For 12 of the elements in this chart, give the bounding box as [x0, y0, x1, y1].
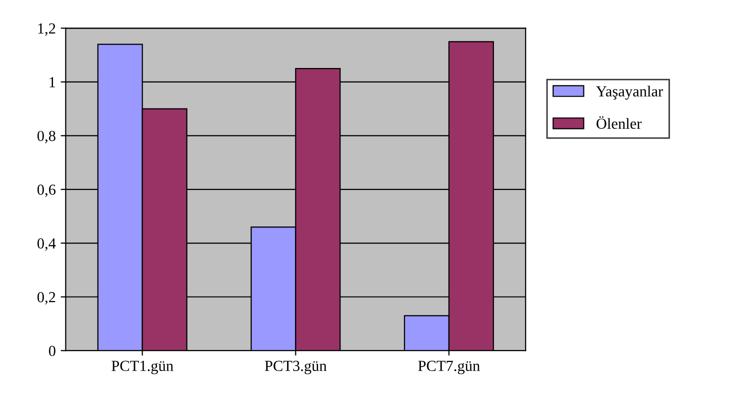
x-tick-label: PCT1.gün [112, 360, 174, 374]
y-tick-label: 0,4 [37, 238, 56, 251]
legend-label: Ölenler [596, 116, 642, 129]
legend-label: Yaşayanlar [596, 86, 663, 100]
y-tick-label: 1 [50, 77, 56, 88]
y-tick-label: 0 [48, 346, 56, 356]
x-tick-label: PCT3.gün [264, 360, 327, 374]
x-tick-label: PCT7.gün [418, 360, 480, 374]
y-tick-label: 1,2 [38, 23, 56, 36]
y-tick-label: 0,6 [37, 184, 56, 198]
y-tick-label: 0,2 [37, 292, 56, 305]
y-tick-label: 0,8 [37, 130, 56, 144]
